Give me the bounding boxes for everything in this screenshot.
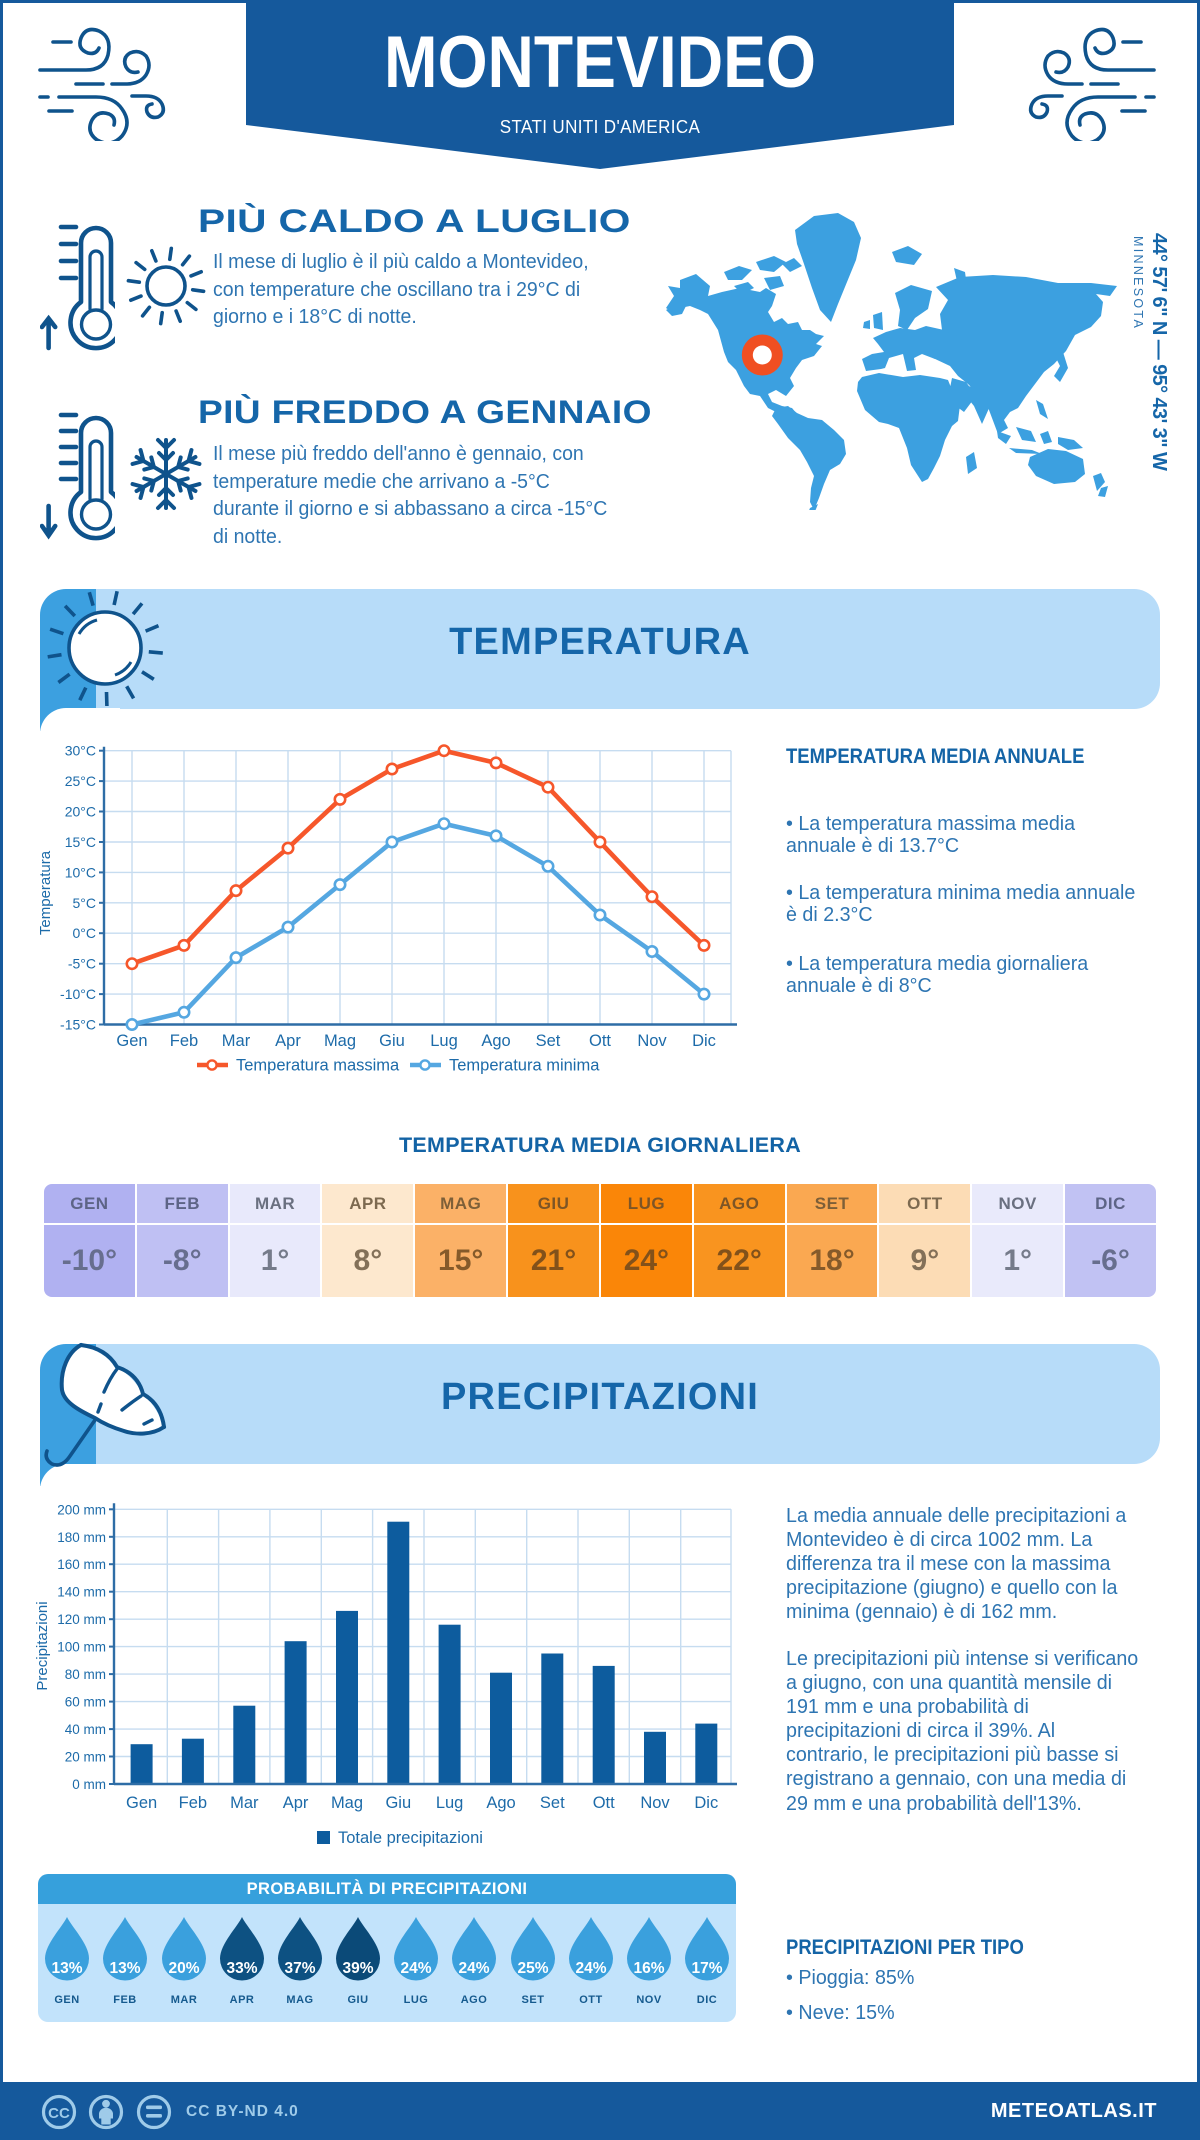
svg-text:Nov: Nov — [640, 1794, 670, 1812]
svg-text:Temperatura: Temperatura — [37, 850, 54, 935]
svg-text:30°C: 30°C — [65, 743, 96, 759]
svg-text:140 mm: 140 mm — [57, 1585, 106, 1600]
svg-text:Giu: Giu — [379, 1032, 405, 1050]
svg-text:20°C: 20°C — [65, 804, 96, 820]
svg-text:200 mm: 200 mm — [57, 1502, 106, 1517]
svg-text:Feb: Feb — [170, 1032, 198, 1050]
svg-text:Feb: Feb — [179, 1794, 207, 1812]
svg-text:Set: Set — [536, 1032, 561, 1050]
svg-text:Nov: Nov — [637, 1032, 667, 1050]
svg-text:160 mm: 160 mm — [57, 1557, 106, 1572]
svg-text:15°C: 15°C — [65, 834, 96, 850]
svg-text:Temperatura minima: Temperatura minima — [449, 1057, 600, 1075]
svg-text:Mag: Mag — [331, 1794, 363, 1812]
svg-text:Gen: Gen — [116, 1032, 147, 1050]
svg-text:-10°C: -10°C — [60, 986, 96, 1002]
svg-text:Mar: Mar — [230, 1794, 259, 1812]
svg-text:Mag: Mag — [324, 1032, 356, 1050]
svg-text:40 mm: 40 mm — [65, 1722, 106, 1737]
svg-text:Lug: Lug — [436, 1794, 464, 1812]
svg-text:Ott: Ott — [589, 1032, 611, 1050]
svg-text:120 mm: 120 mm — [57, 1612, 106, 1627]
svg-text:10°C: 10°C — [65, 864, 96, 880]
svg-text:Ago: Ago — [481, 1032, 510, 1050]
svg-text:80 mm: 80 mm — [65, 1667, 106, 1682]
svg-text:Ago: Ago — [486, 1794, 515, 1812]
svg-text:-5°C: -5°C — [68, 956, 96, 972]
svg-text:Totale precipitazioni: Totale precipitazioni — [338, 1829, 483, 1847]
svg-text:180 mm: 180 mm — [57, 1530, 106, 1545]
svg-text:Set: Set — [540, 1794, 565, 1812]
svg-text:60 mm: 60 mm — [65, 1695, 106, 1710]
svg-text:20 mm: 20 mm — [65, 1750, 106, 1765]
svg-text:25°C: 25°C — [65, 773, 96, 789]
svg-text:Lug: Lug — [430, 1032, 458, 1050]
svg-text:Apr: Apr — [275, 1032, 301, 1050]
svg-text:Mar: Mar — [222, 1032, 251, 1050]
svg-text:0°C: 0°C — [73, 925, 97, 941]
svg-text:Temperatura massima: Temperatura massima — [236, 1057, 400, 1075]
svg-text:0 mm: 0 mm — [72, 1777, 106, 1792]
svg-text:100 mm: 100 mm — [57, 1640, 106, 1655]
svg-text:Dic: Dic — [692, 1032, 716, 1050]
svg-text:Giu: Giu — [385, 1794, 411, 1812]
svg-text:-15°C: -15°C — [60, 1017, 96, 1033]
svg-text:Ott: Ott — [593, 1794, 615, 1812]
svg-text:5°C: 5°C — [73, 895, 97, 911]
svg-text:Dic: Dic — [694, 1794, 718, 1812]
svg-text:Gen: Gen — [126, 1794, 157, 1812]
svg-text:Apr: Apr — [283, 1794, 309, 1812]
svg-text:CC: CC — [48, 2105, 70, 2122]
svg-text:Precipitazioni: Precipitazioni — [34, 1601, 51, 1690]
